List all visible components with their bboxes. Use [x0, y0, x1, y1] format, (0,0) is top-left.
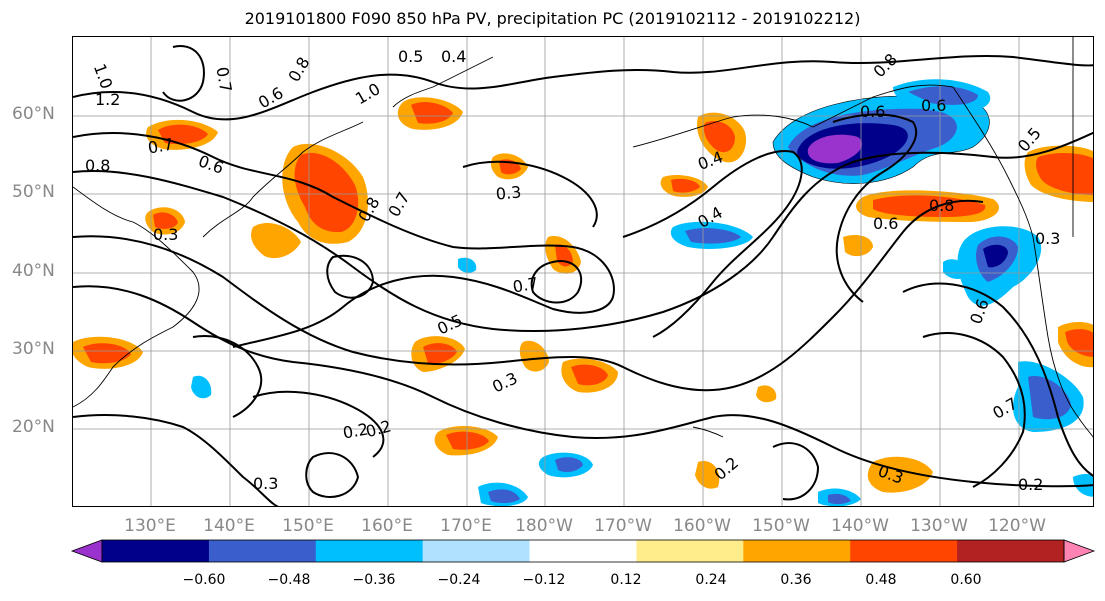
contour-label: 1.2 — [95, 90, 120, 109]
colorbar-tick-label: 0.60 — [950, 572, 982, 588]
lon-label: 160°W — [673, 516, 731, 536]
colorbar-segment — [208, 540, 317, 562]
colorbar-tick-label: 0.36 — [780, 572, 812, 588]
colorbar-segment — [422, 540, 531, 562]
contour-label: 0.3 — [489, 368, 520, 396]
lon-label: 170°E — [440, 516, 492, 536]
colorbar-tick-label: −0.12 — [522, 572, 566, 588]
colorbar-extend-low — [70, 539, 103, 563]
lon-label: 130°E — [124, 516, 176, 536]
precip-shading — [73, 79, 1093, 506]
contour-label: 0.6 — [255, 83, 287, 112]
contour-label: 0.2 — [341, 419, 369, 442]
lon-label: 120°W — [988, 516, 1046, 536]
contour-label: 0.3 — [495, 182, 522, 203]
contour-label: 0.7 — [146, 134, 174, 157]
colorbar-segment — [957, 540, 1065, 562]
lon-label: 180°W — [515, 516, 573, 536]
contour-label: 0.2 — [1018, 475, 1043, 494]
colorbar-tick-label: 0.12 — [610, 572, 642, 588]
colorbar-segment — [743, 540, 851, 562]
contour-label: 0.8 — [85, 156, 110, 175]
colorbar-segment — [529, 540, 637, 562]
contour-label: 0.6 — [860, 102, 885, 121]
colorbar-frame — [101, 539, 1065, 563]
lon-label: 160°E — [361, 516, 413, 536]
contour-label: 0.6 — [921, 96, 946, 115]
contour-label: 0.8 — [870, 50, 901, 81]
colorbar-tick-label: −0.36 — [352, 572, 396, 588]
lon-label: 150°W — [752, 516, 810, 536]
contour-label: 0.7 — [212, 65, 235, 93]
colorbar-tick-label: −0.24 — [437, 572, 481, 588]
lon-label: 150°E — [282, 516, 334, 536]
colorbar-tick-label: −0.48 — [267, 572, 311, 588]
contour-label: 0.6 — [873, 214, 898, 233]
colorbar-tick-label: 0.48 — [865, 572, 897, 588]
colorbar-segment — [636, 540, 744, 562]
lat-label: 30°N — [12, 339, 55, 359]
colorbar-segments — [70, 539, 1096, 563]
colorbar-segment — [102, 540, 210, 562]
contour-label: 1.0 — [352, 79, 384, 108]
contour-label: 0.7 — [384, 189, 413, 221]
lat-label: 60°N — [12, 104, 55, 124]
lon-label: 140°E — [203, 516, 255, 536]
lat-label: 20°N — [12, 417, 55, 437]
colorbar — [70, 539, 1096, 563]
pv-contours — [73, 45, 1093, 506]
contour-label: 0.5 — [434, 310, 465, 338]
contour-label: 0.7 — [511, 273, 539, 296]
colorbar-tick-label: −0.60 — [182, 572, 226, 588]
contour-label: 0.4 — [441, 47, 466, 66]
map-panel[interactable]: 1.0 0.5 0.4 0.6 0.8 0.7 1.0 1.2 0.7 0.8 … — [72, 36, 1094, 507]
lon-label: 140°W — [831, 516, 889, 536]
contour-label: 0.6 — [196, 151, 226, 178]
colorbar-extend-high — [1063, 539, 1096, 563]
colorbar-segment — [850, 540, 958, 562]
lon-label: 170°W — [594, 516, 652, 536]
lat-label: 50°N — [12, 182, 55, 202]
colorbar-segment — [315, 540, 424, 562]
map-canvas: 1.0 0.5 0.4 0.6 0.8 0.7 1.0 1.2 0.7 0.8 … — [73, 37, 1093, 506]
contour-label: 0.3 — [1035, 229, 1060, 248]
lat-label: 40°N — [12, 261, 55, 281]
colorbar-tick-label: 0.24 — [695, 572, 727, 588]
contour-label: 0.5 — [398, 47, 423, 66]
lon-label: 130°W — [910, 516, 968, 536]
chart-title: 2019101800 F090 850 hPa PV, precipitatio… — [244, 9, 861, 28]
contour-label: 0.3 — [253, 474, 278, 493]
coastlines — [73, 37, 1093, 438]
contour-label: 0.8 — [929, 196, 954, 215]
contour-label: 1.0 — [90, 61, 117, 91]
contour-label: 0.3 — [153, 225, 178, 244]
